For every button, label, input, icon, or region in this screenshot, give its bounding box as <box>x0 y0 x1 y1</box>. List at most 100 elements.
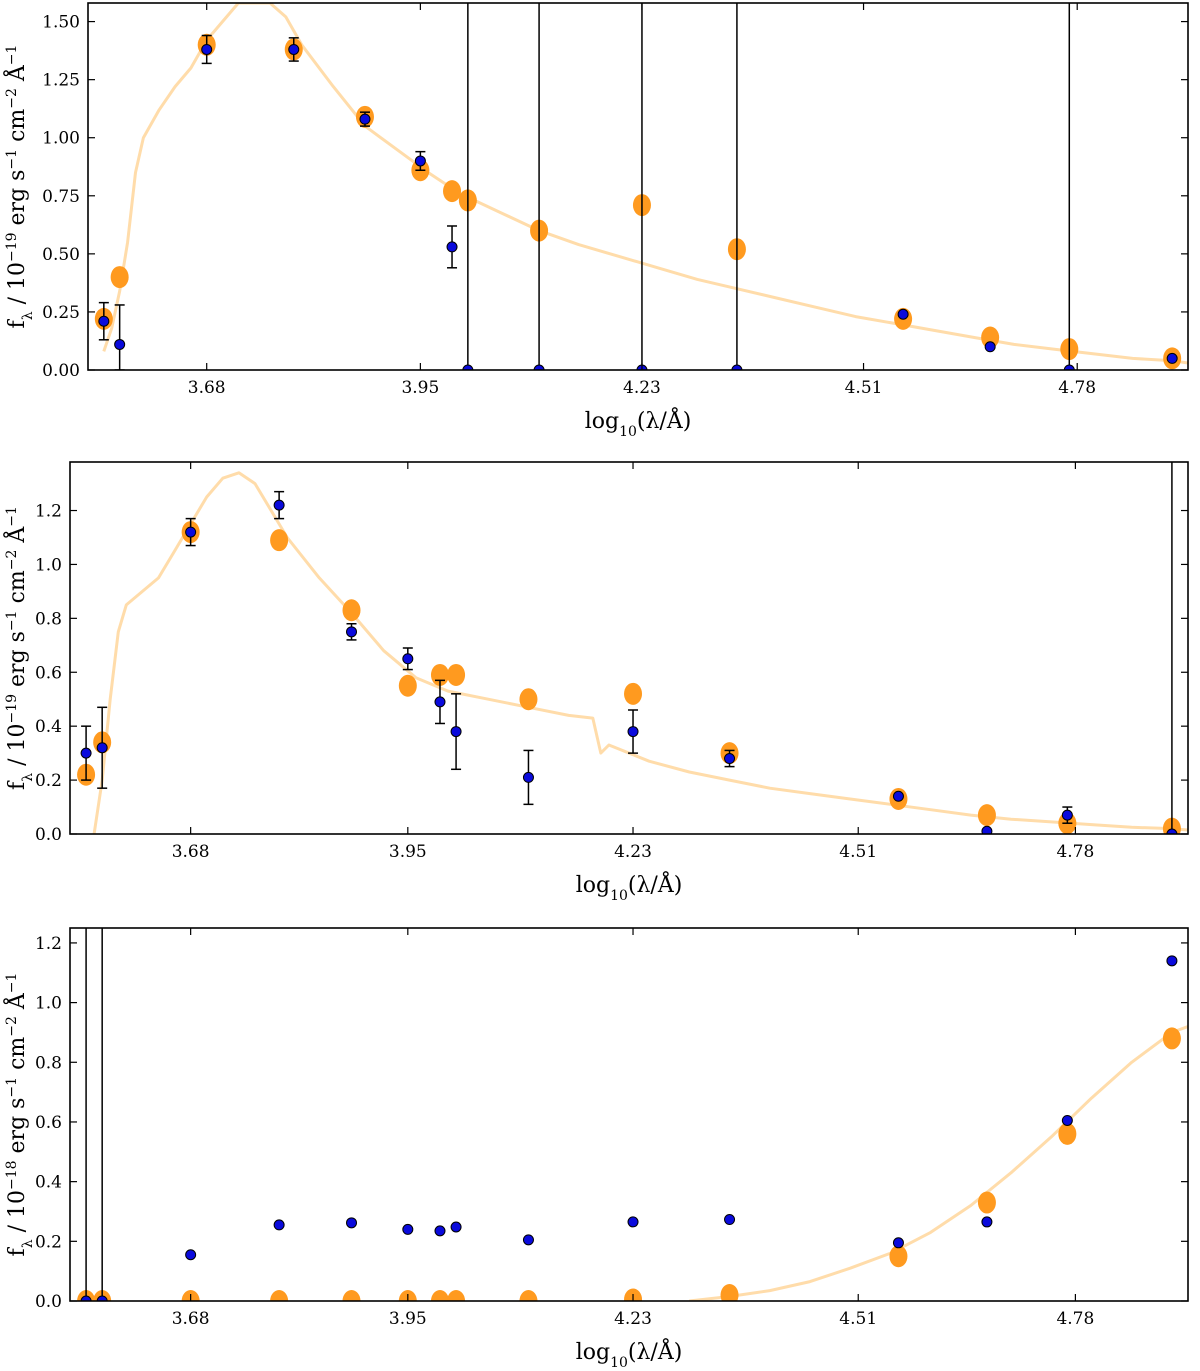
panel-top: 3.68 3.95 4.23 4.51 4.78 0.00 0.25 0.50 0.75 1.00… <box>2 2 1189 440</box>
y-axis-label: fλ / 10−19 erg s−1 cm−2 Å−1 <box>2 45 36 329</box>
observed-point <box>1061 809 1073 821</box>
model-photometry-point <box>270 1290 289 1301</box>
observed-point <box>98 315 110 327</box>
observed-point <box>1061 1114 1073 1126</box>
y-tick-label: 0.75 <box>42 187 80 207</box>
observed-point <box>80 1295 92 1301</box>
observed-point <box>981 1216 993 1228</box>
y-axis-label-part: Å <box>2 64 30 88</box>
observed-point <box>114 338 126 350</box>
panel-middle: 3.68 3.95 4.23 4.51 4.78 0.0 0.2 0.4 0.6 0.8 1.0 1.… <box>2 461 1189 904</box>
observed-point <box>462 364 474 370</box>
y-tick-label: 0.2 <box>35 1232 62 1252</box>
y-axis-label-part: cm <box>5 109 30 149</box>
x-axis-label-part: log <box>576 1340 610 1365</box>
observed-point <box>731 364 743 370</box>
observed-point <box>892 1237 904 1249</box>
x-tick-label: 4.78 <box>1056 842 1094 862</box>
y-axis-label-part: −1 <box>4 610 20 631</box>
y-axis-label-part: erg s <box>5 631 30 694</box>
y-tick-label: 0.6 <box>35 663 62 683</box>
y-tick-label: 1.0 <box>35 994 62 1014</box>
y-axis-label: fλ / 10−18 erg s−1 cm−2 Å−1 <box>2 973 36 1257</box>
y-axis-label-part: −19 <box>4 694 20 724</box>
plot-frame <box>87 2 1189 371</box>
y-axis-label-part: f <box>5 318 30 328</box>
y-axis-label-part: / 10 <box>5 724 30 773</box>
y-tick-label: 1.2 <box>35 934 62 954</box>
model-spectrum-line <box>689 1025 1188 1301</box>
model-photometry-point <box>110 266 129 289</box>
y-axis-label-part: / 10 <box>5 1190 30 1239</box>
observed-point <box>80 747 92 759</box>
x-tick-label: 3.68 <box>172 1309 210 1329</box>
observed-point <box>522 771 534 783</box>
model-photometry-point <box>889 1245 908 1268</box>
x-axis-label-part: log <box>576 873 610 898</box>
y-tick-label: 0.25 <box>42 303 80 323</box>
x-axis-label: log10(λ/Å) <box>585 406 692 440</box>
observed-point <box>1166 828 1178 834</box>
x-tick-label: 4.51 <box>845 378 883 398</box>
observed-point <box>96 742 108 754</box>
plot-frame <box>69 927 1189 1302</box>
y-axis-label-part: −2 <box>4 88 20 109</box>
model-photometry-point <box>447 663 466 686</box>
y-tick-label: 0.0 <box>35 825 62 845</box>
observed-point <box>627 1216 639 1228</box>
y-axis-label-part: −1 <box>4 149 20 170</box>
y-tick-label: 1.0 <box>35 555 62 575</box>
y-axis-label-part: erg s <box>5 1098 30 1161</box>
observed-point <box>724 1214 736 1226</box>
model-photometry-point <box>1058 1122 1077 1145</box>
y-tick-label: 1.50 <box>42 13 80 33</box>
observed-point <box>450 726 462 738</box>
y-axis-label-part: / 10 <box>5 262 30 311</box>
y-axis-label-part: λ <box>20 1239 36 1248</box>
plot-area <box>77 928 1188 1301</box>
observed-point <box>273 1219 285 1231</box>
y-axis-label-part: λ <box>20 311 36 320</box>
y-axis-label-part: −1 <box>4 973 20 994</box>
model-photometry-point <box>981 326 1000 349</box>
model-spectrum-line <box>102 3 1188 365</box>
x-tick-label: 3.95 <box>389 1309 427 1329</box>
model-photometry-point <box>624 682 643 705</box>
model-photometry-point <box>270 529 289 552</box>
observed-point <box>533 364 545 370</box>
observed-point <box>402 653 414 665</box>
x-tick-label: 4.23 <box>614 1309 652 1329</box>
y-axis-label-part: cm <box>5 1037 30 1077</box>
observed-point <box>892 790 904 802</box>
x-axis-label-part: 10 <box>619 424 637 440</box>
model-photometry-point <box>977 804 996 827</box>
observed-point <box>897 308 909 320</box>
model-spectrum-line <box>92 471 1188 834</box>
model-photometry-point <box>398 674 417 697</box>
plot-area <box>77 462 1188 834</box>
y-axis-label-part: Å <box>2 526 30 550</box>
observed-point <box>522 1234 534 1246</box>
observed-point <box>450 1221 462 1233</box>
x-tick-label: 4.51 <box>839 1309 877 1329</box>
observed-point <box>984 341 996 353</box>
y-tick-label: 0.4 <box>35 1173 62 1193</box>
observed-point <box>359 113 371 125</box>
x-tick-label: 4.78 <box>1056 1309 1094 1329</box>
observed-point <box>434 696 446 708</box>
x-axis-label: log10(λ/Å) <box>576 870 683 904</box>
model-photometry-point <box>519 688 538 711</box>
y-axis-label-part: −2 <box>4 550 20 571</box>
y-axis-label: fλ / 10−19 erg s−1 cm−2 Å−1 <box>2 506 36 790</box>
x-axis-label-part: (λ/Å) <box>628 870 682 898</box>
y-tick-label: 0.50 <box>42 245 80 265</box>
y-axis-label-part: −2 <box>4 1016 20 1037</box>
observed-point <box>434 1225 446 1237</box>
x-axis-label-part: (λ/Å) <box>628 1337 682 1365</box>
y-tick-label: 1.2 <box>35 502 62 522</box>
x-tick-label: 3.95 <box>389 842 427 862</box>
observed-point <box>981 825 993 834</box>
y-tick-label: 1.00 <box>42 129 80 149</box>
x-axis-label-part: log <box>585 409 619 434</box>
